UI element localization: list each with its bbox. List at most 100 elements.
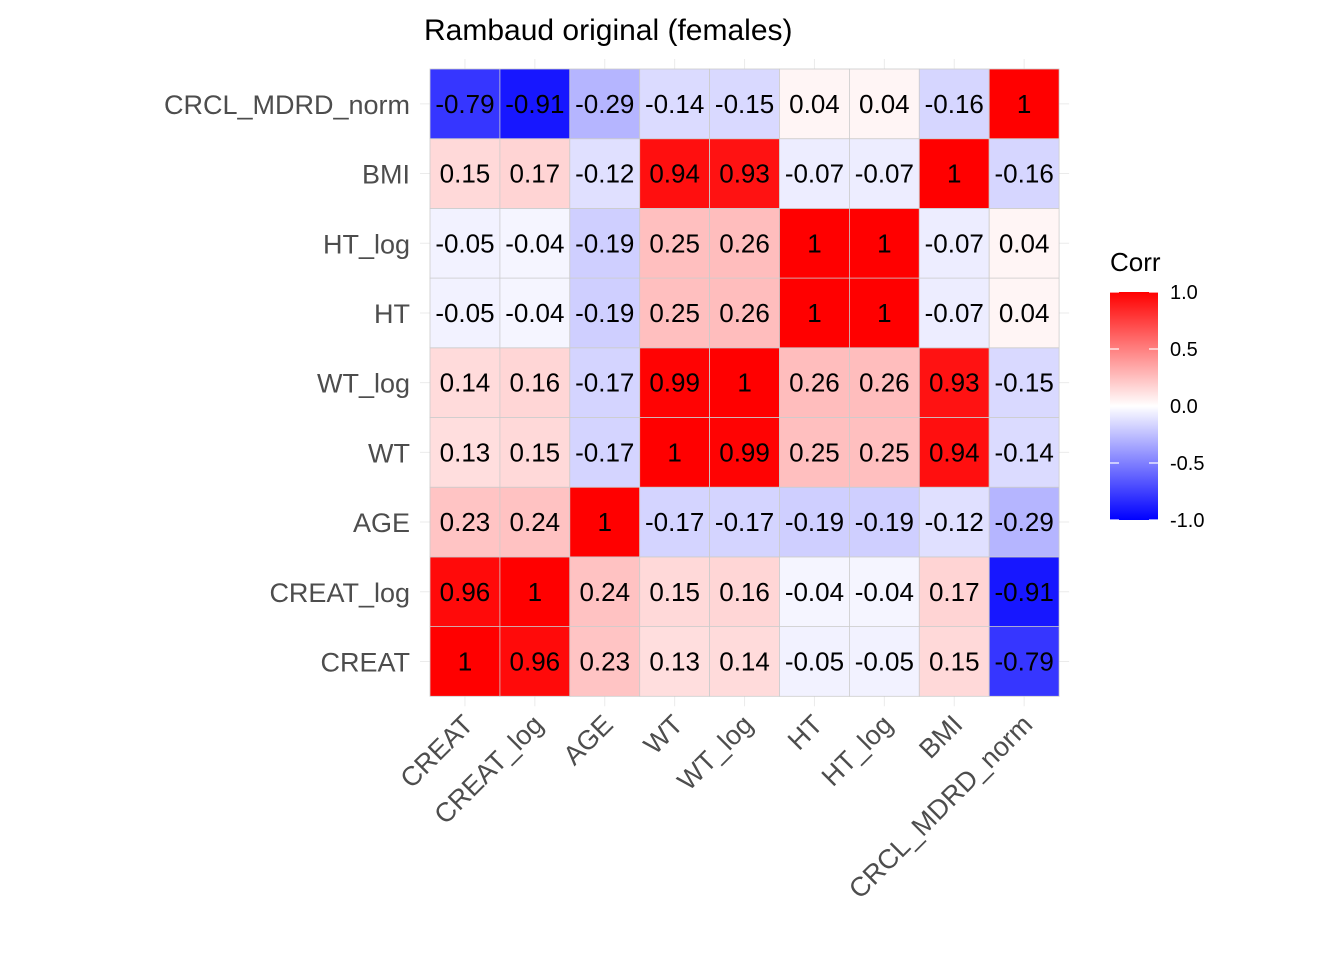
legend: Corr 1.0 0.5 0.0 -0.5 -1.0 xyxy=(1110,247,1204,532)
heatmap-cell xyxy=(639,68,711,140)
cell-value-label: 0.17 xyxy=(929,577,980,607)
y-tick-label: WT_log xyxy=(317,369,410,399)
cell-value-label: 0.93 xyxy=(719,159,770,189)
x-tick-label: BMI xyxy=(913,709,968,764)
cell-value-label: 0.26 xyxy=(719,298,770,328)
heatmap-cell xyxy=(988,347,1060,418)
cell-value-label: -0.17 xyxy=(645,507,704,537)
heatmap-cell xyxy=(779,68,850,140)
cell-value-label: -0.91 xyxy=(995,577,1054,607)
cell-value-label: 0.16 xyxy=(719,577,770,607)
heatmap-cell xyxy=(569,277,641,349)
heatmap-cell xyxy=(779,556,850,628)
chart-title: Rambaud original (females) xyxy=(424,14,793,47)
cell-value-label: 0.04 xyxy=(999,298,1050,328)
cell-value-label: 0.24 xyxy=(510,507,561,537)
cell-value-label: 0.99 xyxy=(719,437,770,467)
heatmap-cell-labels: 1 0.96 0.23 0.13 0.14 -0.05 -0.05 0.15 -0.79 0.96… xyxy=(435,89,1053,677)
cell-value-label: -0.17 xyxy=(715,507,774,537)
heatmap-cell xyxy=(988,68,1060,140)
cell-value-label: 0.14 xyxy=(719,646,770,676)
y-tick-label: WT xyxy=(368,438,410,468)
cell-value-label: 0.99 xyxy=(649,368,700,398)
x-tick-label: HT xyxy=(782,709,829,756)
cell-value-label: -0.05 xyxy=(435,298,494,328)
cell-value-label: 0.15 xyxy=(440,159,491,189)
legend-tick-label: 1.0 xyxy=(1170,282,1198,304)
cell-value-label: 0.24 xyxy=(579,577,630,607)
cell-value-label: 0.25 xyxy=(649,228,700,258)
cell-value-label: 0.14 xyxy=(440,368,491,398)
heatmap-cell xyxy=(429,556,501,628)
legend-tick-label: -0.5 xyxy=(1170,453,1204,475)
cell-value-label: 0.23 xyxy=(579,646,630,676)
heatmap-cell xyxy=(569,138,641,209)
cell-value-label: -0.07 xyxy=(925,228,984,258)
cell-value-label: -0.04 xyxy=(785,577,844,607)
cell-value-label: -0.05 xyxy=(435,228,494,258)
legend-ticks: 1.0 0.5 0.0 -0.5 -1.0 xyxy=(1110,282,1204,532)
legend-tick-label: -1.0 xyxy=(1170,510,1204,532)
cell-value-label: 1 xyxy=(807,228,821,258)
cell-value-label: -0.79 xyxy=(995,646,1054,676)
heatmap-cell xyxy=(849,277,920,349)
cell-value-label: 1 xyxy=(737,368,751,398)
cell-value-label: 0.15 xyxy=(649,577,700,607)
cell-value-label: 0.04 xyxy=(859,89,910,119)
heatmap-cell xyxy=(918,556,990,628)
heatmap-cell xyxy=(988,277,1060,349)
cell-value-label: 1 xyxy=(528,577,542,607)
cell-value-label: 0.26 xyxy=(789,368,840,398)
cell-value-label: -0.16 xyxy=(925,89,984,119)
legend-tick-label: 0.0 xyxy=(1170,396,1198,418)
heatmap-cell xyxy=(988,138,1060,209)
heatmap-cell xyxy=(499,138,571,209)
heatmap-cell xyxy=(429,138,501,209)
heatmap-cell xyxy=(988,207,1060,279)
cell-value-label: 1 xyxy=(877,228,891,258)
heatmap-cell xyxy=(429,207,501,279)
cell-value-label: -0.07 xyxy=(785,159,844,189)
heatmap-cell xyxy=(988,556,1060,628)
cell-value-label: 0.94 xyxy=(929,437,980,467)
y-tick-label: AGE xyxy=(353,508,410,538)
cell-value-label: 1 xyxy=(877,298,891,328)
cell-value-label: -0.12 xyxy=(925,507,984,537)
cell-value-label: 1 xyxy=(667,437,681,467)
cell-value-label: -0.12 xyxy=(575,159,634,189)
cell-value-label: -0.19 xyxy=(575,228,634,258)
heatmap-cell xyxy=(429,68,501,140)
cell-value-label: 0.15 xyxy=(510,437,561,467)
cell-value-label: -0.07 xyxy=(925,298,984,328)
cell-value-label: -0.29 xyxy=(995,507,1054,537)
cell-value-label: -0.79 xyxy=(435,89,494,119)
cell-value-label: -0.19 xyxy=(575,298,634,328)
heatmap-cell xyxy=(499,556,571,628)
heatmap-cell xyxy=(709,556,780,628)
heatmap-cell xyxy=(639,277,711,349)
heatmap-cell xyxy=(639,417,711,488)
heatmap-cell xyxy=(849,626,920,697)
cell-value-label: -0.19 xyxy=(785,507,844,537)
heatmap-cell xyxy=(918,347,990,418)
cell-value-label: -0.17 xyxy=(575,368,634,398)
heatmap-cell xyxy=(849,68,920,140)
legend-tick-label: 0.5 xyxy=(1170,339,1198,361)
cell-value-label: 0.13 xyxy=(440,437,491,467)
heatmap-cell xyxy=(709,68,780,140)
heatmap-cell xyxy=(918,626,990,697)
cell-value-label: -0.17 xyxy=(575,437,634,467)
heatmap-cell xyxy=(569,486,641,558)
heatmap-cell xyxy=(779,626,850,697)
cell-value-label: 0.25 xyxy=(789,437,840,467)
cell-value-label: 0.93 xyxy=(929,368,980,398)
y-tick-label: CREAT xyxy=(320,647,410,677)
heatmap-cell xyxy=(849,486,920,558)
cell-value-label: -0.14 xyxy=(645,89,704,119)
heatmap-cell xyxy=(639,626,711,697)
cell-value-label: 0.96 xyxy=(510,646,561,676)
cell-value-label: 0.94 xyxy=(649,159,700,189)
heatmap-cell xyxy=(918,486,990,558)
x-tick-label: WT_log xyxy=(672,709,759,796)
